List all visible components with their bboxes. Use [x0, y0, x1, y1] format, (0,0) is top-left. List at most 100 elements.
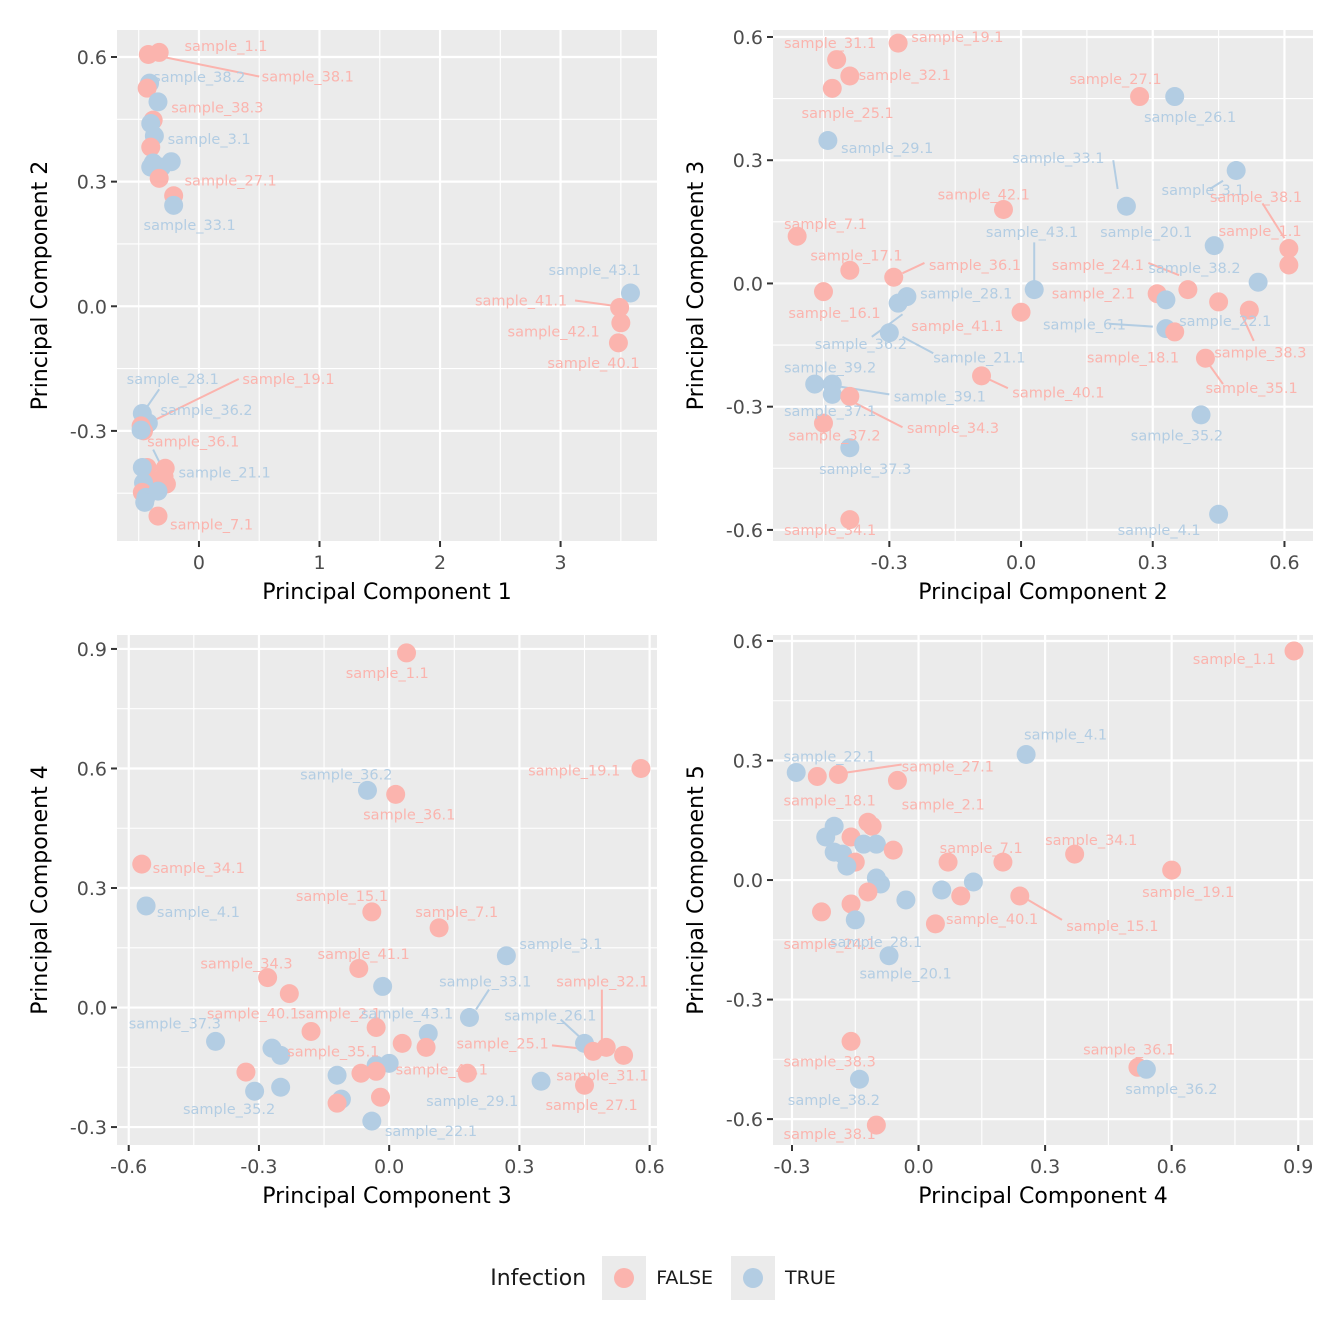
x-axis-title: Principal Component 4	[918, 1184, 1167, 1209]
point-label: sample_37.1	[784, 404, 876, 420]
data-point-true	[1116, 196, 1136, 216]
data-point-false	[951, 886, 971, 906]
data-point-false	[1195, 348, 1215, 368]
data-point-true	[459, 1008, 479, 1027]
y-axis-title: Principal Component 3	[684, 161, 709, 410]
point-label: sample_22.1	[385, 1124, 477, 1140]
y-axis-title: Principal Component 2	[28, 161, 53, 410]
point-label: sample_18.1	[784, 793, 876, 809]
data-point-true	[496, 946, 516, 966]
point-label: sample_6.1	[1043, 318, 1126, 334]
point-label: sample_42.1	[938, 187, 1030, 203]
data-point-true	[1248, 272, 1268, 292]
y-tick-label: -0.6	[726, 520, 763, 542]
data-point-true	[837, 856, 857, 876]
panel-pc1-vs-pc2: 0 1 2 3 -0.3 0.0 0.3 0.6 Principal Component 1 Pr…	[28, 30, 657, 605]
data-point-true	[818, 130, 838, 150]
y-tick-label: 0.0	[733, 273, 763, 295]
point-label: sample_34.1	[153, 861, 245, 877]
label-leader-line	[161, 55, 260, 78]
point-label: sample_29.1	[841, 141, 933, 157]
x-tick-label: 0.0	[903, 1156, 933, 1178]
point-label: sample_41.1	[475, 293, 567, 309]
data-point-false	[366, 1017, 386, 1037]
point-label: sample_37.3	[819, 462, 911, 478]
data-point-false	[862, 816, 882, 836]
y-tick-label: 0.3	[733, 751, 763, 773]
point-label: sample_20.1	[859, 967, 951, 983]
data-point-true	[1204, 236, 1224, 256]
data-point-false	[1239, 300, 1259, 320]
data-point-false	[575, 1075, 595, 1095]
point-label: sample_40.1	[1012, 385, 1104, 401]
data-point-true	[136, 896, 156, 916]
point-label: sample_37.3	[129, 1016, 221, 1032]
data-point-false	[351, 1063, 371, 1083]
point-label: sample_7.1	[415, 905, 498, 921]
x-tick-label: 2	[434, 552, 446, 574]
point-label: sample_2.1	[1052, 287, 1135, 303]
point-label: sample_40.1	[547, 356, 639, 372]
point-label: sample_31.1	[784, 36, 876, 52]
x-tick-label: 0.6	[1269, 552, 1299, 574]
y-tick-label: 0.0	[77, 998, 107, 1020]
data-point-true	[1024, 280, 1044, 300]
point-label: sample_34.3	[907, 421, 999, 437]
data-point-true	[816, 827, 836, 847]
point-label: sample_25.1	[456, 1036, 548, 1052]
data-point-true	[620, 283, 640, 303]
x-tick-label: -0.3	[871, 552, 908, 574]
point-label: sample_36.2	[300, 767, 392, 783]
data-point-true	[840, 438, 860, 458]
x-tick-label: 0.9	[1283, 1156, 1313, 1178]
y-tick-label: 0.6	[733, 631, 763, 653]
data-point-false	[141, 137, 161, 157]
point-label: sample_38.3	[1214, 345, 1306, 361]
point-label: sample_1.1	[1193, 652, 1276, 668]
y-tick-label: -0.3	[70, 421, 107, 443]
data-point-false	[840, 260, 860, 280]
data-point-false	[610, 298, 630, 318]
data-point-true	[1016, 745, 1036, 765]
y-tick-label: 0.6	[77, 758, 107, 780]
point-label: sample_19.1	[242, 372, 334, 388]
point-label: sample_39.1	[894, 389, 986, 405]
point-label: sample_29.1	[426, 1094, 518, 1110]
point-label: sample_34.1	[784, 523, 876, 539]
data-point-false	[611, 313, 631, 333]
point-label: sample_19.1	[1142, 885, 1234, 901]
panel-background	[773, 30, 1313, 541]
data-point-true	[271, 1045, 291, 1065]
data-point-false	[258, 968, 278, 988]
x-tick-label: -0.3	[773, 1156, 810, 1178]
data-point-false	[972, 366, 992, 386]
data-point-false	[416, 1037, 436, 1057]
data-point-true	[1136, 1059, 1156, 1079]
data-point-false	[614, 1045, 634, 1065]
data-point-true	[888, 293, 908, 313]
data-point-true	[135, 492, 155, 512]
y-tick-label: 0.3	[77, 878, 107, 900]
data-point-true	[963, 872, 983, 892]
data-point-false	[993, 200, 1013, 220]
data-point-false	[925, 914, 945, 934]
panel-pc3-vs-pc4: -0.6 -0.3 0.0 0.3 0.6-0.30.00.30.60.9Princip…	[28, 635, 665, 1209]
point-label: sample_38.1	[262, 70, 354, 86]
point-label: sample_28.1	[127, 372, 219, 388]
panel-plot-area: sample_31.1 sample_19.1 sample_32.1 sample_…	[784, 30, 1307, 539]
panel-plot-area: sample_1.1 sample_4.1 sample_22.1 sample_27…	[784, 641, 1304, 1143]
y-tick-label: -0.3	[726, 397, 763, 419]
data-point-false	[362, 902, 382, 922]
data-point-false	[807, 766, 827, 786]
data-point-false	[840, 386, 860, 406]
label-leader-line	[853, 401, 903, 429]
point-label: sample_33.1	[144, 218, 236, 234]
point-label: sample_21.1	[178, 465, 270, 481]
data-point-true	[357, 780, 377, 800]
data-point-false	[327, 1093, 347, 1113]
point-label: sample_25.1	[802, 106, 894, 122]
data-point-true	[879, 323, 899, 343]
data-point-false	[1130, 87, 1150, 107]
data-point-false	[938, 852, 958, 872]
panel-plot-area: sample_1.1 sample_19.1 sample_36.2 sample_3…	[129, 643, 651, 1140]
